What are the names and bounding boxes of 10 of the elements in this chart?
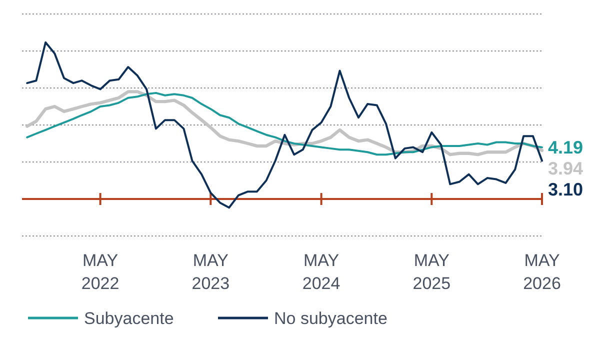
data-label: 3.94	[548, 158, 584, 179]
data-label: 3.10	[548, 180, 584, 200]
x-tick-label: MAY 2026	[523, 251, 561, 293]
legend-label: No subyacente	[274, 308, 388, 328]
x-tick-label: MAY 2024	[302, 251, 340, 293]
x-tick-label: MAY 2025	[412, 251, 451, 293]
x-tick-label: MAY 2022	[81, 251, 120, 293]
legend-label: Subyacente	[84, 308, 174, 328]
x-tick-label: MAY 2023	[192, 251, 230, 293]
data-label: 4.19	[548, 138, 584, 158]
